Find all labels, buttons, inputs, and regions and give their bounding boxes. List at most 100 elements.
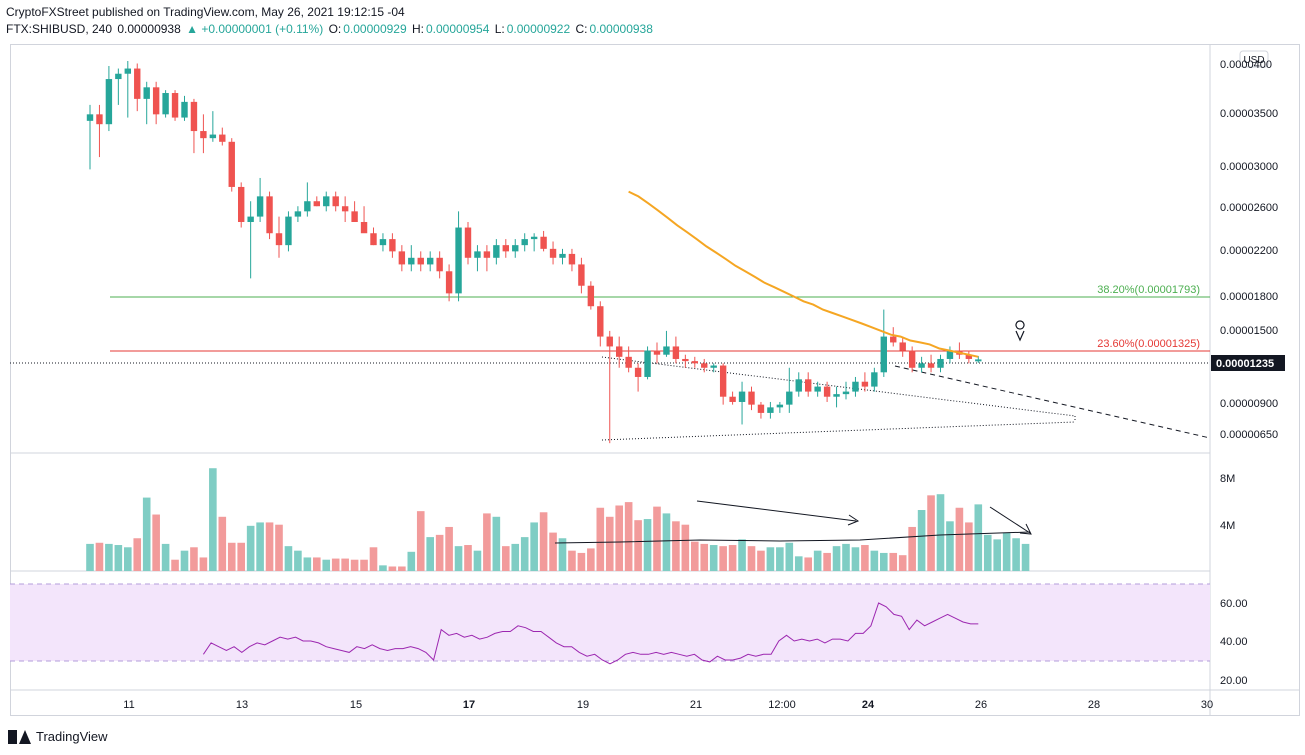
volume-bar: [624, 502, 633, 571]
price-tick: 0.00000650: [1220, 429, 1278, 441]
volume-bar: [889, 552, 898, 571]
high-label: H:: [411, 22, 424, 36]
last-price: 0.00000938: [117, 22, 181, 36]
symbol-label[interactable]: FTX:SHIBUSD, 240: [6, 22, 113, 36]
arrow-head-icon: [1019, 523, 1032, 535]
rsi-tick: 60.00: [1220, 598, 1248, 610]
price-tick: 0.00001500: [1220, 325, 1278, 337]
volume-bar: [265, 522, 274, 571]
volume-bar: [1021, 543, 1030, 571]
volume-bar: [634, 520, 642, 571]
candle-body: [351, 211, 358, 222]
candle-body: [181, 101, 188, 118]
candle-body: [578, 264, 585, 286]
triangle-lower: [601, 421, 1076, 441]
candle-body: [493, 245, 500, 258]
candle-body: [247, 216, 254, 222]
candle-body: [890, 336, 897, 343]
volume-bar: [813, 550, 822, 571]
candle-body: [540, 236, 547, 249]
volume-bar: [766, 547, 775, 571]
volume-bar: [483, 513, 491, 571]
candles-group: [86, 61, 982, 444]
volume-bar: [691, 541, 699, 571]
low-value: 0.00000922: [506, 22, 571, 36]
volume-bar: [785, 542, 794, 571]
volume-bar: [492, 516, 501, 571]
time-axis[interactable]: 11 13 15 17 19 21 12:00 24 26 28 30: [123, 699, 1213, 711]
candle-body: [96, 114, 103, 125]
time-tick: 30: [1201, 699, 1213, 711]
volume-bar: [502, 546, 510, 571]
rsi-line: [202, 602, 979, 665]
candle-body: [427, 257, 434, 265]
candle-body: [464, 227, 472, 258]
candle-body: [975, 359, 982, 362]
volume-bar: [369, 547, 378, 571]
candle-body: [323, 196, 330, 207]
rsi-tick: 20.00: [1220, 675, 1248, 687]
candle-body: [360, 221, 368, 234]
candle-body: [880, 336, 887, 373]
volume-bar: [842, 543, 850, 571]
candle-body: [634, 367, 642, 377]
volume-bar: [672, 521, 680, 571]
volume-bar: [539, 512, 548, 571]
volume-bar: [728, 545, 737, 571]
price-tick: 0.00000900: [1220, 398, 1278, 410]
candle-body: [143, 87, 150, 99]
candle-body: [389, 239, 396, 252]
volume-bar: [105, 543, 113, 571]
volume-bar: [558, 538, 567, 571]
candle-body: [370, 233, 377, 246]
volume-bar: [350, 559, 359, 571]
currency-badge[interactable]: [1239, 50, 1269, 68]
volume-bar: [379, 565, 387, 571]
candle-body: [729, 396, 736, 402]
time-tick: 26: [975, 699, 987, 711]
volume-bar: [983, 534, 992, 571]
candle-body: [701, 363, 708, 368]
close-label: C:: [575, 22, 588, 36]
candle-body: [417, 257, 424, 265]
volume-bar: [927, 495, 935, 571]
candle-body: [597, 306, 604, 337]
volume-bar: [936, 494, 945, 571]
candle-body: [653, 350, 661, 355]
volume-bar: [861, 545, 869, 571]
volume-bar: [851, 547, 860, 571]
fib-236-label: 23.60%(0.00001325): [1097, 338, 1200, 350]
current-price-badge: [1211, 355, 1285, 371]
footer-brand[interactable]: TradingView: [8, 729, 108, 744]
publisher-text: CryptoFXStreet published on TradingView.…: [6, 5, 405, 19]
volume-arrow-2: [989, 506, 1031, 534]
candle-body: [171, 93, 179, 118]
candle-body: [691, 361, 698, 364]
volume-bar: [190, 547, 198, 571]
candle-body: [568, 253, 576, 265]
candle-body: [115, 73, 122, 80]
volume-bar: [577, 552, 586, 571]
price-scale[interactable]: USD 0.0000400 0.00003500 0.00003000 0.00…: [1211, 50, 1285, 441]
volume-bar: [974, 504, 983, 571]
alert-pin-icon[interactable]: [1015, 320, 1025, 342]
volume-bar: [615, 505, 623, 571]
price-tick: 0.00002600: [1220, 202, 1278, 214]
candle-body: [719, 365, 727, 397]
volume-bar: [955, 507, 964, 571]
volume-bar: [568, 550, 576, 571]
volume-bar: [426, 537, 434, 571]
volume-bar: [993, 539, 1001, 571]
candle-body: [616, 346, 623, 357]
volume-bar: [209, 468, 217, 571]
candle-body: [134, 68, 141, 99]
candle-body: [502, 245, 509, 252]
volume-arrow-1: [696, 500, 857, 522]
volume-bar: [227, 542, 236, 571]
volume-bar: [199, 557, 208, 571]
time-tick: 13: [236, 699, 248, 711]
volume-bar: [880, 552, 888, 571]
candle-body: [776, 404, 784, 408]
candle-body: [842, 391, 850, 395]
